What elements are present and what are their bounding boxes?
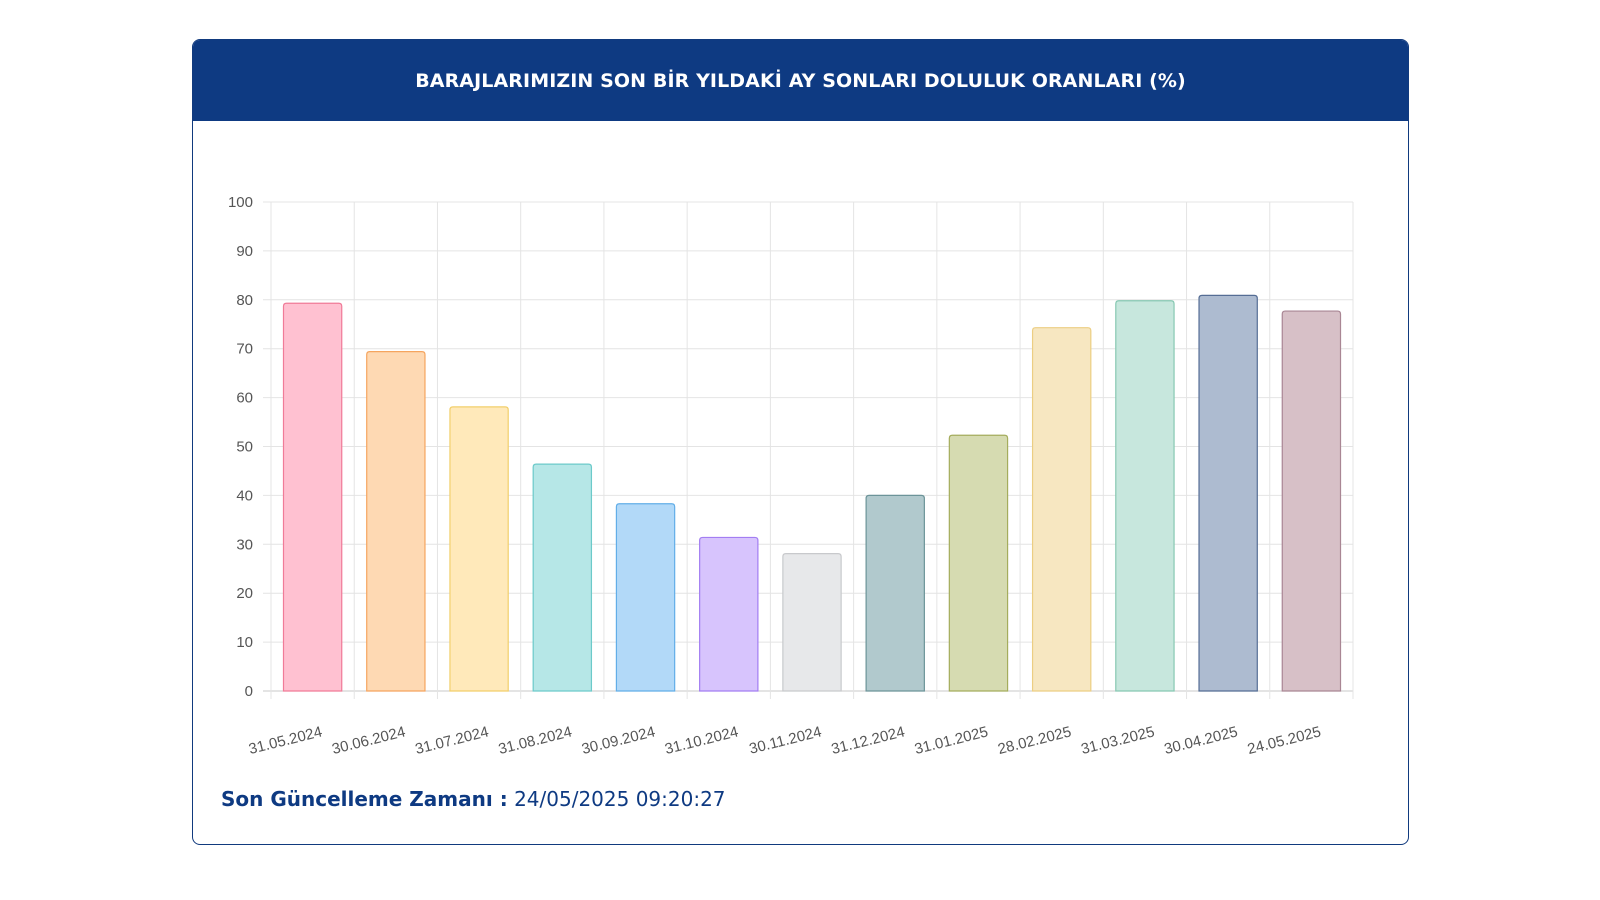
y-tick-label: 10: [236, 634, 253, 651]
x-tick-label: 31.08.2024: [497, 723, 574, 758]
x-tick-label: 24.05.2025: [1246, 723, 1323, 758]
bar: [1281, 310, 1342, 692]
last-update-value: 24/05/2025 09:20:27: [514, 787, 726, 811]
bar: [449, 406, 509, 692]
bar: [1115, 300, 1175, 692]
x-tick-label: 31.10.2024: [663, 723, 740, 758]
x-tick-label: 31.12.2024: [830, 723, 907, 758]
y-tick-label: 20: [236, 585, 253, 602]
x-tick-label: 30.04.2025: [1163, 723, 1240, 758]
bar: [532, 463, 593, 692]
chart-card: BARAJLARIMIZIN SON BİR YILDAKİ AY SONLAR…: [192, 39, 1409, 845]
bar: [1198, 294, 1258, 692]
bar: [782, 552, 842, 692]
x-tick-label: 31.03.2025: [1079, 723, 1156, 758]
bar: [282, 302, 343, 692]
x-tick-label: 28.02.2025: [996, 723, 1073, 758]
y-tick-label: 80: [236, 292, 253, 309]
y-tick-label: 70: [236, 341, 253, 358]
y-tick-label: 30: [236, 536, 253, 553]
y-tick-label: 100: [228, 194, 253, 211]
bar-chart: 0 10 20 30 40 50 60 70 80 90 100 31.05.2024 30.06.20…: [228, 194, 1354, 758]
bar: [865, 494, 925, 692]
x-tick-label: 31.01.2025: [913, 723, 990, 758]
x-tick-label: 31.05.2024: [247, 723, 324, 758]
bar: [948, 434, 1009, 692]
last-update-label: Son Güncelleme Zamanı :: [221, 787, 508, 811]
x-tick-label: 30.06.2024: [330, 723, 407, 758]
y-tick-label: 60: [236, 390, 253, 407]
y-tick-label: 0: [245, 683, 253, 700]
x-tick-label: 31.07.2024: [413, 723, 490, 758]
bar: [1031, 327, 1092, 692]
bar: [615, 503, 676, 692]
y-tick-label: 40: [236, 487, 253, 504]
last-update: Son Güncelleme Zamanı : 24/05/2025 09:20…: [221, 787, 726, 811]
bar: [699, 536, 759, 692]
x-tick-label: 30.11.2024: [747, 723, 823, 757]
x-tick-label: 30.09.2024: [580, 723, 657, 758]
chart-title: BARAJLARIMIZIN SON BİR YILDAKİ AY SONLAR…: [193, 40, 1408, 121]
bar: [366, 351, 426, 692]
y-tick-label: 50: [236, 439, 253, 456]
y-tick-label: 90: [236, 243, 253, 260]
